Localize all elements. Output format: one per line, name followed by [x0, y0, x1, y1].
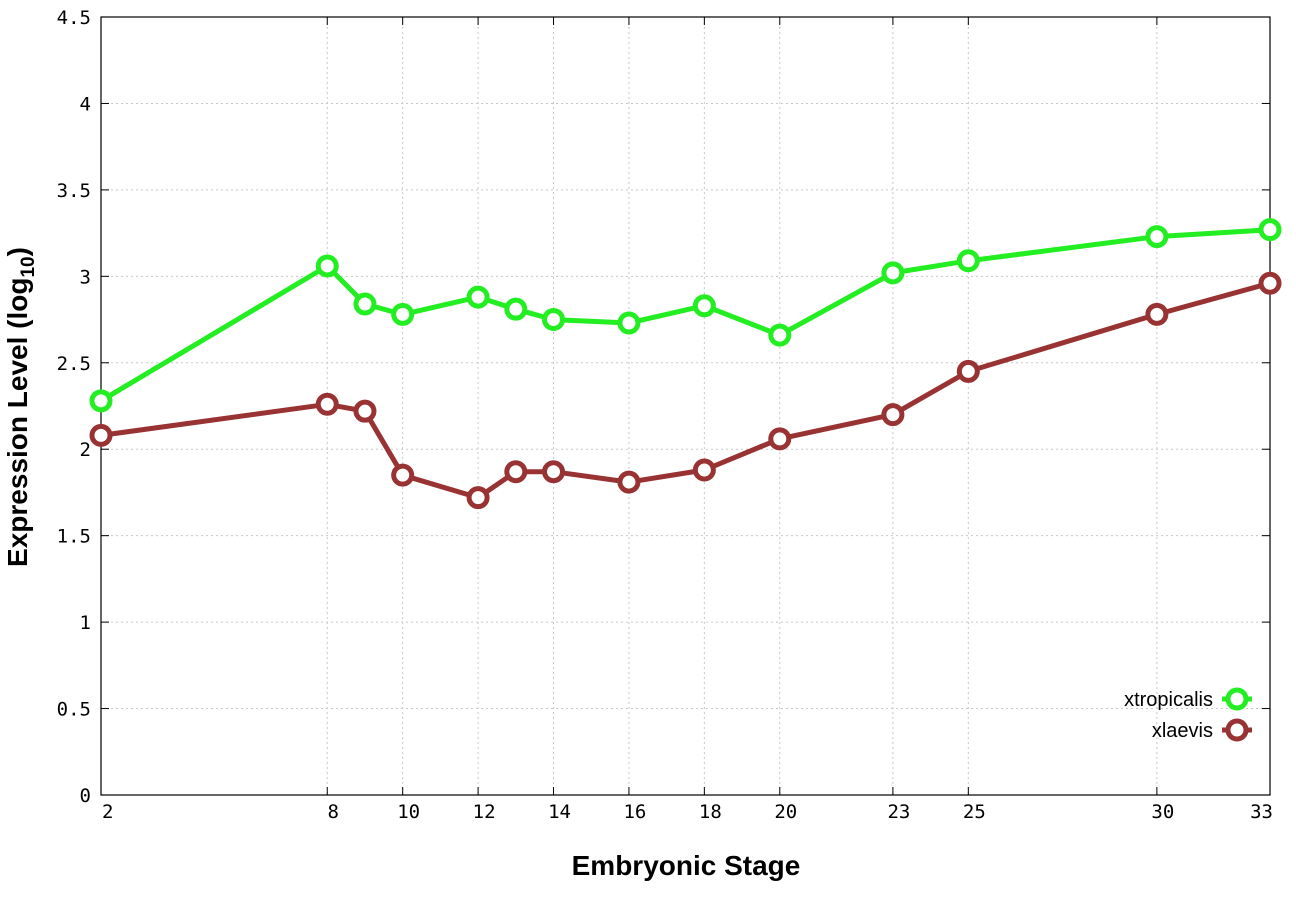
data-point-xlaevis: [768, 427, 792, 451]
x-tick-labels: 2 8 10 12 14 16 18 20 23 25 30 33: [102, 801, 1273, 823]
y-tick-label: 4: [80, 93, 91, 115]
x-tick-label: 16: [623, 801, 646, 823]
y-axis-title: Expression Level (log10): [2, 247, 39, 567]
series-line-xtropicalis: [99, 227, 1271, 403]
x-tick-label: 33: [1250, 801, 1273, 823]
x-tick-label: 18: [699, 801, 722, 823]
legend-marker-xlaevis: [1225, 718, 1249, 742]
y-tick-label: 0: [80, 785, 91, 807]
data-point-xlaevis: [89, 423, 113, 447]
y-tick-label: 0.5: [57, 699, 91, 721]
legend-marker-xtropicalis: [1225, 687, 1249, 711]
legend-label-xtropicalis: xtropicalis: [1124, 689, 1213, 711]
x-tick-label: 2: [102, 801, 113, 823]
y-tick-label: 3.5: [57, 180, 91, 202]
data-point-xtropicalis: [504, 297, 528, 321]
data-point-xlaevis: [1258, 271, 1282, 295]
y-tick-label: 4.5: [57, 7, 91, 29]
data-point-xlaevis: [315, 392, 339, 416]
x-axis-title: Embryonic Stage: [572, 850, 801, 881]
data-point-xtropicalis: [881, 261, 905, 285]
data-point-xlaevis: [504, 460, 528, 484]
data-point-xtropicalis: [1145, 225, 1169, 249]
series-line-xlaevis: [100, 280, 1271, 501]
data-point-xlaevis: [542, 460, 566, 484]
data-point-xtropicalis: [1258, 218, 1282, 242]
data-point-xlaevis: [692, 458, 716, 482]
y-axis-title-close: ): [2, 247, 33, 256]
data-point-xtropicalis: [692, 294, 716, 318]
x-tick-label: 14: [548, 801, 571, 823]
data-point-xlaevis: [391, 463, 415, 487]
series-layer: [89, 218, 1282, 510]
data-point-xtropicalis: [956, 249, 980, 273]
plot-frame: [100, 16, 1271, 796]
data-point-xtropicalis: [353, 292, 377, 316]
x-tick-label: 30: [1151, 801, 1174, 823]
data-point-xtropicalis: [466, 285, 490, 309]
y-axis-title-main: Expression Level (log: [2, 278, 33, 567]
grid-lines: [101, 17, 1270, 795]
x-tick-label: 8: [328, 801, 339, 823]
y-tick-label: 2.5: [57, 353, 91, 375]
data-point-xtropicalis: [391, 302, 415, 326]
data-point-xlaevis: [466, 486, 490, 510]
x-tick-label: 10: [397, 801, 420, 823]
data-point-xtropicalis: [89, 389, 113, 413]
data-point-xtropicalis: [542, 308, 566, 332]
data-point-xlaevis: [1145, 302, 1169, 326]
y-tick-label: 1: [80, 612, 91, 634]
y-tick-label: 3: [80, 266, 91, 288]
data-point-xlaevis: [353, 399, 377, 423]
data-point-xlaevis: [881, 403, 905, 427]
y-axis-title-subscript: 10: [18, 256, 39, 277]
data-point-xlaevis: [956, 359, 980, 383]
y-tick-label: 2: [80, 439, 91, 461]
x-tick-label: 25: [963, 801, 986, 823]
data-point-xlaevis: [617, 470, 641, 494]
x-tick-label: 20: [774, 801, 797, 823]
y-tick-labels: 0 0.5 1 1.5 2 2.5 3 3.5 4 4.5: [57, 7, 91, 807]
x-tick-label: 12: [473, 801, 496, 823]
legend-label-xlaevis: xlaevis: [1152, 720, 1213, 742]
tick-marks: [100, 16, 1271, 796]
y-tick-label: 1.5: [57, 526, 91, 548]
data-point-xtropicalis: [617, 311, 641, 335]
x-tick-label: 23: [887, 801, 910, 823]
data-point-xtropicalis: [315, 254, 339, 278]
legend: xtropicalis xlaevis: [1124, 687, 1252, 742]
data-point-xtropicalis: [768, 323, 792, 347]
